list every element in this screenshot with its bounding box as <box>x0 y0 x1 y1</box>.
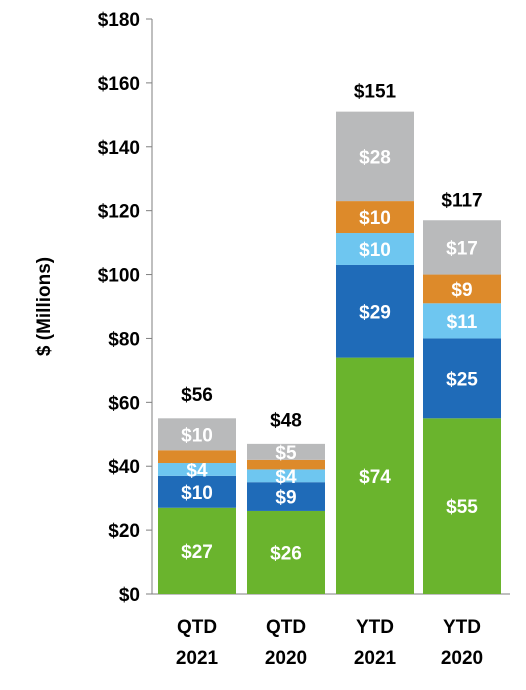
bar-total-label: $56 <box>181 385 213 406</box>
segment-value-label: $55 <box>446 497 478 518</box>
segment-value-label: $27 <box>181 542 213 563</box>
segment-value-label: $9 <box>275 488 296 509</box>
bar-total-label: $48 <box>270 411 302 432</box>
bar-segment <box>158 450 236 464</box>
bar-segment <box>158 418 236 451</box>
bar-segment <box>158 507 236 594</box>
segment-value-label: $29 <box>359 302 391 323</box>
bar-segment <box>423 338 501 419</box>
bar-segment <box>336 201 414 234</box>
bar-segment <box>423 274 501 304</box>
bar-segment <box>158 475 236 508</box>
bar-segment <box>336 111 414 202</box>
segment-value-label: $9 <box>451 280 472 301</box>
bar-segment <box>247 469 325 483</box>
bar-segment <box>247 482 325 511</box>
y-tick-label: $100 <box>98 266 140 287</box>
segment-value-label: $5 <box>275 443 297 464</box>
bar-segment <box>336 264 414 358</box>
x-category-label: 2020 <box>441 648 483 669</box>
x-category-label: QTD <box>177 617 217 638</box>
x-category-label: 2020 <box>265 648 307 669</box>
y-tick-label: $20 <box>108 521 140 542</box>
segment-value-label: $26 <box>270 543 302 564</box>
y-tick-label: $140 <box>98 138 140 159</box>
segment-value-label: $17 <box>446 238 478 259</box>
x-category-label: QTD <box>266 617 306 638</box>
bar-segment <box>423 220 501 275</box>
x-category-label: 2021 <box>354 648 397 669</box>
bar-total-label: $117 <box>441 190 482 211</box>
y-axis-label: $ (Millions) <box>34 257 55 356</box>
bar-segment <box>423 303 501 339</box>
segment-value-label: $74 <box>359 467 391 488</box>
segment-value-label: $10 <box>359 240 391 261</box>
bar-segment <box>247 459 325 470</box>
bar-segment <box>336 357 414 594</box>
y-tick-label: $0 <box>119 585 140 606</box>
bar-segment <box>247 443 325 460</box>
y-tick-label: $160 <box>98 74 140 95</box>
x-category-label: YTD <box>356 617 394 638</box>
segment-value-label: $10 <box>181 483 213 504</box>
bar-segment <box>247 510 325 594</box>
bar-total-label: $151 <box>354 82 397 103</box>
x-category-label: YTD <box>443 617 481 638</box>
segment-value-label: $10 <box>359 208 391 229</box>
y-tick-label: $80 <box>108 329 140 350</box>
y-tick-label: $120 <box>98 202 140 223</box>
segment-value-label: $4 <box>186 460 208 481</box>
segment-value-label: $11 <box>447 312 478 333</box>
bar-segment <box>423 418 501 594</box>
x-axis: QTD 2021 QTD 2020 YTD 2021 YTD 2020 <box>176 617 483 669</box>
segment-value-label: $4 <box>275 467 297 488</box>
bar-segment <box>158 463 236 476</box>
bars: $27$10$4$10$56$26$9$4$5$48$74$29$10$10$2… <box>158 82 501 594</box>
y-tick-label: $60 <box>108 393 140 414</box>
bar-segment <box>336 233 414 265</box>
segment-value-label: $28 <box>359 147 391 168</box>
segment-value-label: $10 <box>181 425 213 446</box>
segment-value-label: $25 <box>446 369 478 390</box>
y-axis-title: $ (Millions) <box>34 257 55 356</box>
y-axis: $0 $20 $40 $60 $80 $100 $120 $140 $160 $180 <box>98 10 510 606</box>
y-tick-label: $40 <box>108 457 140 478</box>
y-tick-label: $180 <box>98 10 140 31</box>
x-category-label: 2021 <box>176 648 219 669</box>
